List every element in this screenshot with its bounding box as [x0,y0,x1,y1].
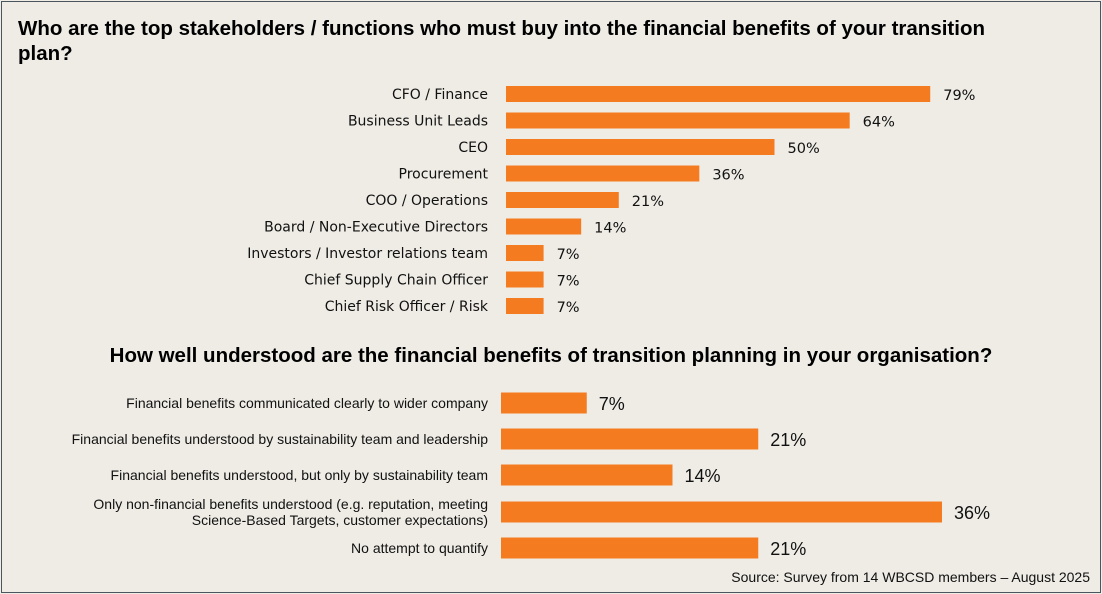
bar [506,139,775,155]
data-label: 7% [599,394,625,414]
data-label: 64% [863,115,895,131]
category-label: Investors / Investor relations team [247,246,488,262]
data-label: 36% [954,503,990,523]
bar [501,428,759,450]
category-label: Science-Based Targets, customer expectat… [192,512,488,528]
category-label: Procurement [399,167,489,183]
chart-2-title: How well understood are the financial be… [109,344,993,367]
data-label: 21% [770,539,806,559]
source-note: Source: Survey from 14 WBCSD members – A… [731,569,1090,585]
bar [506,86,931,102]
bar [506,271,544,288]
data-label: 14% [594,221,626,237]
category-label: Board / Non-Executive Directors [264,220,488,236]
bar [506,218,582,235]
bar [506,192,619,208]
data-label: 7% [557,274,580,290]
bar [506,165,700,182]
bar [506,245,544,261]
category-label: Financial benefits understood by sustain… [72,431,489,447]
category-label: Chief Supply Chain Officer [304,273,488,289]
data-label: 36% [712,168,744,184]
bar [506,112,850,129]
data-label: 79% [943,88,975,104]
data-label: 21% [770,430,806,450]
data-label: 50% [788,141,820,157]
category-label: No attempt to quantify [351,540,488,556]
chart-1-title: Who are the top stakeholders / functions… [18,17,985,65]
category-label: COO / Operations [366,193,488,209]
bar [501,464,673,486]
category-label: Chief Risk Officer / Risk [325,299,489,315]
category-label: CEO [458,140,488,156]
category-label: Only non-financial benefits understood (… [93,496,488,512]
data-label: 21% [632,194,664,210]
bar [501,537,759,559]
category-label: Business Unit Leads [348,114,488,130]
bar [501,501,942,523]
bar [501,392,587,414]
data-label: 14% [685,466,721,486]
category-label: Financial benefits understood, but only … [111,467,488,483]
bar [506,298,544,314]
data-label: 7% [557,300,580,316]
category-label: CFO / Finance [392,87,488,103]
data-label: 7% [557,247,580,263]
category-label: Financial benefits communicated clearly … [126,395,488,411]
